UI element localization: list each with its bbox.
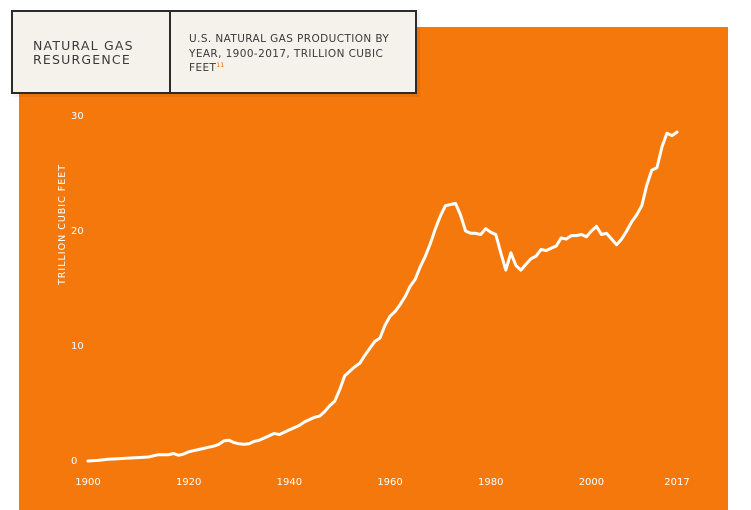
y-tick-label: 30: [71, 111, 84, 122]
x-tick-label: 2000: [579, 477, 604, 488]
x-tick-label: 2017: [664, 477, 689, 488]
chart-badge: NATURAL GAS RESURGENCE: [33, 38, 134, 67]
header-divider: [169, 12, 171, 92]
chart-title: U.S. NATURAL GAS PRODUCTION BY YEAR, 190…: [189, 32, 409, 76]
y-tick-label: 10: [71, 341, 84, 352]
chart-header: NATURAL GAS RESURGENCE U.S. NATURAL GAS …: [11, 10, 417, 94]
production-series-line: [86, 130, 679, 463]
x-tick-label: 1940: [277, 477, 302, 488]
x-tick-label: 1900: [75, 477, 100, 488]
chart-panel: [19, 27, 728, 510]
chart-title-text: U.S. NATURAL GAS PRODUCTION BY YEAR, 190…: [189, 33, 390, 74]
y-tick-labels: 0 10 20 30: [71, 111, 84, 467]
x-tick-label: 1920: [176, 477, 201, 488]
x-tick-labels: 1900 1920 1940 1960 1980 2000 2017: [75, 477, 689, 488]
y-tick-label: 20: [71, 226, 84, 237]
y-tick-label: 0: [71, 456, 77, 467]
x-tick-label: 1980: [478, 477, 503, 488]
x-tick-label: 1960: [377, 477, 402, 488]
footnote-marker: 11: [216, 62, 225, 69]
